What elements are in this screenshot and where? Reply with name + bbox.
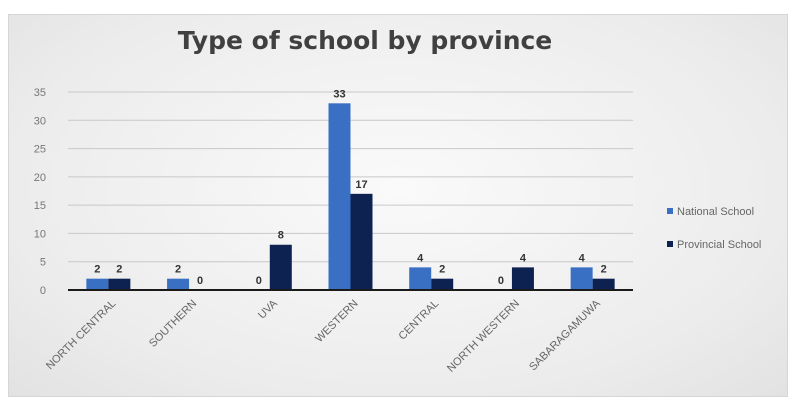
data-label: 2 [116,264,122,276]
bar-national [570,267,593,290]
y-tick-label: 30 [34,115,46,127]
bars: 2 2 2 0 0 8 33 17 4 2 0 4 4 2 [86,88,615,290]
bar-national [86,278,109,290]
x-tick-label: CENTRAL [397,298,442,343]
data-label: 2 [601,264,607,276]
bar-provincial [269,244,292,290]
y-tick-label: 25 [34,144,46,156]
legend-label: Provincial School [677,239,761,251]
y-tick-label: 0 [40,285,46,297]
data-label: 0 [256,275,262,287]
y-tick-label: 35 [34,87,46,99]
x-tick-label: NORTH CENTRAL [44,298,118,372]
chart-title: Type of school by province [177,26,553,55]
data-label: 4 [520,252,527,264]
data-label: 2 [94,264,100,276]
bar-provincial [511,267,534,290]
x-tick-label: NORTH WESTERN [445,298,522,375]
legend-swatch [667,208,673,214]
data-label: 4 [417,252,424,264]
bar-provincial [592,278,615,290]
legend-swatch [667,241,673,247]
x-tick-label: UVA [256,297,280,321]
bar-provincial [431,278,454,290]
y-tick-label: 15 [34,200,46,212]
data-label: 8 [278,230,284,242]
y-axis: 0 5 10 15 20 25 30 35 [34,87,46,297]
data-label: 17 [355,179,367,191]
x-tick-label: WESTERN [313,298,360,345]
data-label: 2 [439,264,445,276]
bar-national [167,278,190,290]
data-label: 0 [197,275,203,287]
data-label: 0 [498,275,504,287]
y-tick-label: 20 [34,172,46,184]
data-label: 33 [333,88,345,100]
y-tick-label: 10 [34,228,46,240]
x-axis: NORTH CENTRAL SOUTHERN UVA WESTERN CENTRAL NO… [44,289,633,375]
bar-provincial [108,278,131,290]
data-label: 4 [579,252,586,264]
data-label: 2 [175,264,181,276]
bar-national [328,103,351,290]
y-tick-label: 5 [40,257,46,269]
bar-national [409,267,432,290]
x-tick-label: SABARAGAMUWA [527,297,603,373]
legend: National School Provincial School [667,206,761,251]
bar-provincial [350,193,373,290]
x-tick-label: SOUTHERN [147,298,199,350]
legend-label: National School [677,206,754,218]
